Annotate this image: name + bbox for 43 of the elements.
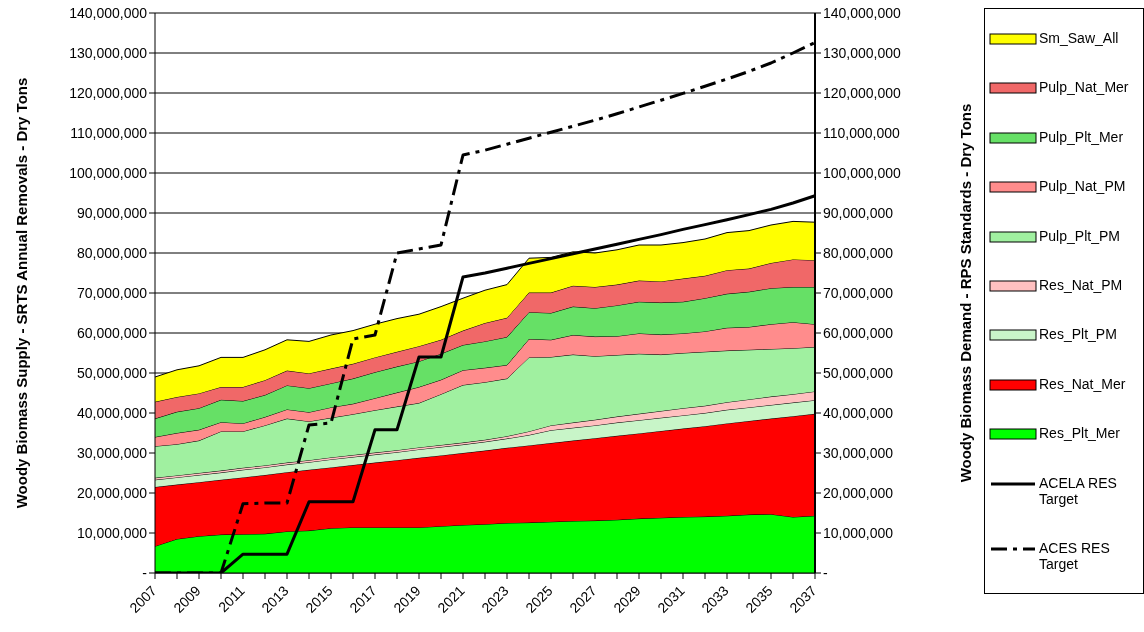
y2-tick-label: 90,000,000 [823, 204, 894, 221]
y-tick-label: 90,000,000 [76, 204, 148, 221]
legend-label: Pulp_Plt_Mer [1039, 128, 1125, 145]
y-tick-label: 80,000,000 [76, 244, 148, 261]
legend-label: Res_Nat_PM [1039, 276, 1124, 293]
y-tick-label: 50,000,000 [76, 364, 148, 381]
y2-tick-label: 40,000,000 [823, 404, 894, 421]
y2-tick-label: 10,000,000 [823, 524, 894, 541]
y2-tick-label: 130,000,000 [823, 44, 902, 61]
y2-tick-label: 100,000,000 [823, 164, 902, 181]
y-tick-label: 60,000,000 [76, 324, 148, 341]
y2-tick-label: 50,000,000 [823, 364, 894, 381]
legend-label: Res_Plt_Mer [1039, 425, 1121, 442]
y2-tick-label: 20,000,000 [823, 484, 894, 501]
y2-tick-label: 70,000,000 [823, 284, 894, 301]
y-tick-label: 20,000,000 [76, 484, 148, 501]
y-tick-label: 100,000,000 [69, 164, 148, 181]
legend-label: Pulp_Plt_PM [1039, 227, 1121, 244]
legend-label: Res_Plt_PM [1039, 326, 1118, 343]
y2-tick-label: 60,000,000 [823, 324, 894, 341]
y2-tick-label: - [823, 564, 828, 581]
y-tick-label: 140,000,000 [69, 4, 148, 21]
legend-label: ACELA RES Target [1039, 474, 1118, 507]
y-tick-label: - [142, 564, 148, 581]
y-tick-label: 120,000,000 [69, 84, 148, 101]
y2-tick-label: 80,000,000 [823, 244, 894, 261]
legend-label: ACES RES Target [1039, 540, 1111, 573]
y-tick-label: 70,000,000 [76, 284, 148, 301]
y2-axis-title: Woody Biomass Demand - RPS Standards - Dry Tons [957, 103, 975, 483]
y-tick-label: 130,000,000 [69, 44, 148, 61]
y-tick-label: 40,000,000 [76, 404, 148, 421]
legend-label: Sm_Saw_All [1039, 29, 1120, 46]
legend-label: Res_Nat_Mer [1039, 375, 1127, 392]
y-tick-label: 110,000,000 [70, 124, 148, 141]
y2-tick-label: 30,000,000 [823, 444, 894, 461]
y2-tick-label: 110,000,000 [823, 124, 901, 141]
y2-tick-label: 120,000,000 [823, 84, 902, 101]
y2-tick-label: 140,000,000 [823, 4, 902, 21]
legend-label: Pulp_Nat_PM [1039, 178, 1127, 195]
y-tick-label: 10,000,000 [76, 524, 148, 541]
y-tick-label: 30,000,000 [76, 444, 148, 461]
y-axis-title: Woody Biomass Supply - SRTS Annual Removals - Dry Tons [13, 77, 31, 509]
legend-label: Pulp_Nat_Mer [1039, 79, 1130, 96]
